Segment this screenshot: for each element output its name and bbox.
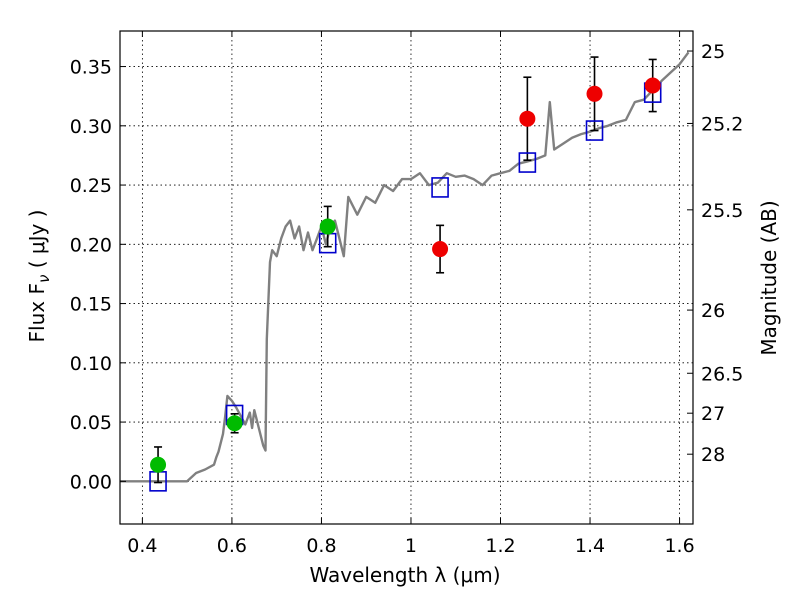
magnitude-tick-label: 25 [701,41,725,63]
model-photometry-series [149,82,662,492]
x-tick-label: 1.2 [485,535,515,557]
model-sed-series [120,51,690,483]
green-observed-point [226,415,243,432]
sed-curve [120,51,690,483]
x-tick-label: 0.8 [306,535,336,557]
red-observed-point [586,85,603,102]
x-tick-label: 1 [405,535,417,557]
axis-ticks: 0.4 0.6 0.8 1 1.2 1.4 1.6 0.00 0.05 0.10 0.15 0.20 0… [70,31,743,557]
red-observed-point [432,241,449,258]
y-tick-label: 0.20 [70,234,112,256]
y-tick-label: 0.05 [70,412,112,434]
y-axis-label-main: Flux F [25,283,49,342]
x-tick-label: 1.4 [575,535,605,557]
y-tick-label: 0.30 [70,116,112,138]
model-point [518,152,537,173]
y-axis-label-unit: ( μJy ) [25,210,49,275]
model-point [585,120,604,141]
x-axis-label: Wavelength λ (μm) [309,563,500,587]
y-tick-label: 0.00 [70,471,112,493]
x-tick-label: 1.6 [664,535,694,557]
magnitude-tick-label: 25.2 [701,113,743,135]
y-axis-label: Flux Fν ( μJy ) [25,210,53,343]
y-tick-label: 0.15 [70,294,112,316]
gridlines [120,31,693,524]
plot-frame [119,30,694,525]
magnitude-axis-label: Magnitude (AB) [757,200,781,355]
magnitude-tick-label: 26.5 [701,363,743,385]
magnitude-tick-label: 28 [701,444,725,466]
model-point [431,177,449,198]
magnitude-tick-label: 25.5 [701,200,743,222]
red-observed-point [519,110,536,127]
y-tick-label: 0.25 [70,175,112,197]
y-tick-label: 0.10 [70,353,112,375]
green-observed-point [150,456,167,473]
green-observed-point [319,218,336,235]
observed-photometry-series [150,77,661,473]
magnitude-tick-label: 26 [701,300,725,322]
red-observed-point [644,77,661,94]
y-tick-label: 0.35 [70,57,112,79]
x-tick-label: 0.4 [127,535,157,557]
x-tick-label: 0.6 [217,535,247,557]
magnitude-tick-label: 27 [701,403,725,425]
y-axis-label-sub: ν [35,275,53,283]
